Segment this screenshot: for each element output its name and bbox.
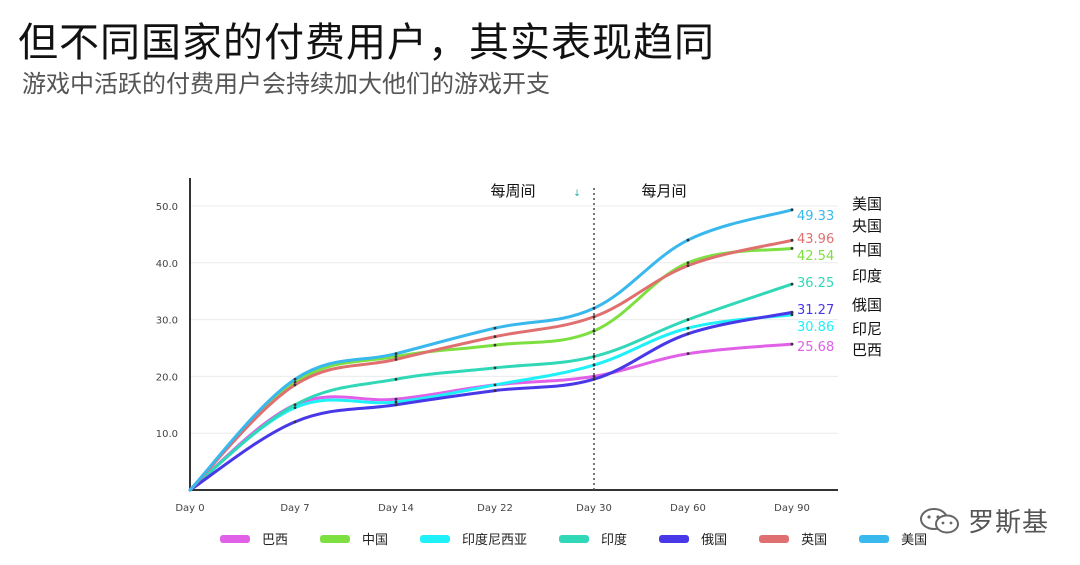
country-label: 央国 bbox=[852, 217, 882, 235]
watermark-text: 罗斯基 bbox=[968, 508, 1050, 538]
legend-item: 印度尼西亚 bbox=[420, 529, 527, 548]
series-line-5 bbox=[188, 238, 794, 492]
legend-swatch bbox=[320, 534, 351, 543]
end-value-label: 49.33 bbox=[797, 209, 834, 224]
chart-legend: 巴西 中国 印度尼西亚 印度 俄国 英国 美国 bbox=[220, 529, 959, 548]
legend-label: 中国 bbox=[362, 533, 389, 548]
data-point bbox=[394, 397, 398, 401]
legend-swatch bbox=[859, 534, 890, 543]
data-point bbox=[686, 238, 690, 242]
data-point bbox=[394, 400, 398, 404]
country-label: 美国 bbox=[852, 195, 882, 213]
data-point bbox=[592, 329, 596, 333]
y-tick-label: 50.0 bbox=[156, 202, 178, 213]
country-label: 印尼 bbox=[852, 320, 882, 338]
data-point bbox=[394, 357, 398, 361]
data-point bbox=[686, 264, 690, 268]
data-point bbox=[790, 238, 794, 242]
x-tick-label: Day 90 bbox=[774, 503, 810, 514]
page-title: 但不同国家的付费用户，其实表现趋同 bbox=[18, 20, 715, 66]
legend-item: 英国 bbox=[759, 529, 827, 548]
data-point bbox=[592, 363, 596, 367]
country-label: 俄国 bbox=[852, 296, 882, 314]
legend-label: 俄国 bbox=[701, 533, 728, 548]
legend-item: 中国 bbox=[320, 529, 388, 548]
data-point bbox=[790, 282, 794, 286]
x-tick-label: Day 30 bbox=[576, 503, 612, 514]
country-label: 印度 bbox=[852, 267, 882, 285]
legend-label: 印度 bbox=[601, 533, 628, 548]
data-point bbox=[790, 310, 794, 314]
data-point bbox=[293, 377, 297, 381]
data-point bbox=[592, 355, 596, 358]
data-point bbox=[394, 355, 398, 358]
legend-item: 巴西 bbox=[220, 529, 288, 548]
data-point bbox=[790, 246, 794, 250]
data-point bbox=[790, 208, 794, 212]
legend-swatch bbox=[659, 534, 690, 543]
legend-label: 美国 bbox=[901, 533, 928, 548]
data-point bbox=[686, 326, 690, 330]
legend-item: 美国 bbox=[859, 529, 927, 548]
region-label-monthly: 每月间 bbox=[641, 182, 686, 200]
data-point bbox=[394, 352, 398, 356]
end-value-label: 43.96 bbox=[797, 232, 834, 247]
legend-item: 俄国 bbox=[659, 529, 727, 548]
y-tick-label: 40.0 bbox=[156, 259, 178, 270]
page-subtitle: 游戏中活跃的付费用户会持续加大他们的游戏开支 bbox=[22, 70, 550, 98]
wechat-icon bbox=[920, 507, 959, 533]
data-point bbox=[394, 377, 398, 381]
x-tick-label: Day 14 bbox=[378, 503, 414, 514]
end-value-label: 25.68 bbox=[797, 340, 834, 355]
series-line-6 bbox=[188, 208, 794, 492]
data-point bbox=[293, 406, 297, 410]
legend-swatch bbox=[420, 534, 451, 543]
x-tick-label: Day 22 bbox=[477, 503, 513, 514]
end-value-label: 30.86 bbox=[797, 320, 834, 335]
data-point bbox=[493, 383, 497, 387]
y-tick-label: 20.0 bbox=[156, 372, 178, 383]
data-point bbox=[293, 403, 297, 407]
country-label: 中国 bbox=[852, 241, 882, 259]
data-point bbox=[293, 420, 297, 424]
end-value-label: 31.27 bbox=[797, 303, 834, 318]
region-marker: ↓ bbox=[573, 189, 581, 199]
end-value-label: 42.54 bbox=[797, 249, 834, 264]
data-point bbox=[592, 306, 596, 310]
end-value-label: 36.25 bbox=[797, 276, 834, 291]
data-point bbox=[493, 389, 497, 392]
y-tick-label: 10.0 bbox=[156, 429, 178, 440]
legend-label: 印度尼西亚 bbox=[462, 533, 528, 548]
y-tick-label: 30.0 bbox=[156, 316, 178, 327]
data-point bbox=[686, 352, 690, 356]
data-point bbox=[592, 377, 596, 381]
data-point bbox=[493, 335, 497, 339]
data-point bbox=[686, 261, 690, 265]
x-tick-label: Day 7 bbox=[280, 503, 309, 514]
legend-swatch bbox=[559, 534, 590, 543]
x-tick-label: Day 60 bbox=[670, 503, 706, 514]
data-point bbox=[293, 383, 297, 387]
legend-label: 巴西 bbox=[262, 533, 289, 548]
data-point bbox=[790, 342, 794, 346]
series-line-2 bbox=[188, 313, 794, 492]
legend-label: 英国 bbox=[801, 533, 828, 548]
watermark: 罗斯基 bbox=[918, 502, 1049, 539]
data-point bbox=[592, 315, 596, 319]
legend-swatch bbox=[759, 534, 790, 543]
legend-swatch bbox=[220, 534, 250, 543]
data-point bbox=[686, 332, 690, 336]
data-point bbox=[592, 375, 596, 378]
region-label-weekly: 每周间 bbox=[490, 182, 535, 200]
data-point bbox=[493, 326, 497, 330]
data-point bbox=[493, 343, 497, 347]
data-point bbox=[493, 366, 497, 370]
legend-item: 印度 bbox=[559, 529, 627, 548]
data-point bbox=[394, 403, 398, 407]
data-point bbox=[686, 318, 690, 321]
country-label: 巴西 bbox=[852, 341, 882, 359]
x-tick-label: Day 0 bbox=[175, 503, 204, 514]
